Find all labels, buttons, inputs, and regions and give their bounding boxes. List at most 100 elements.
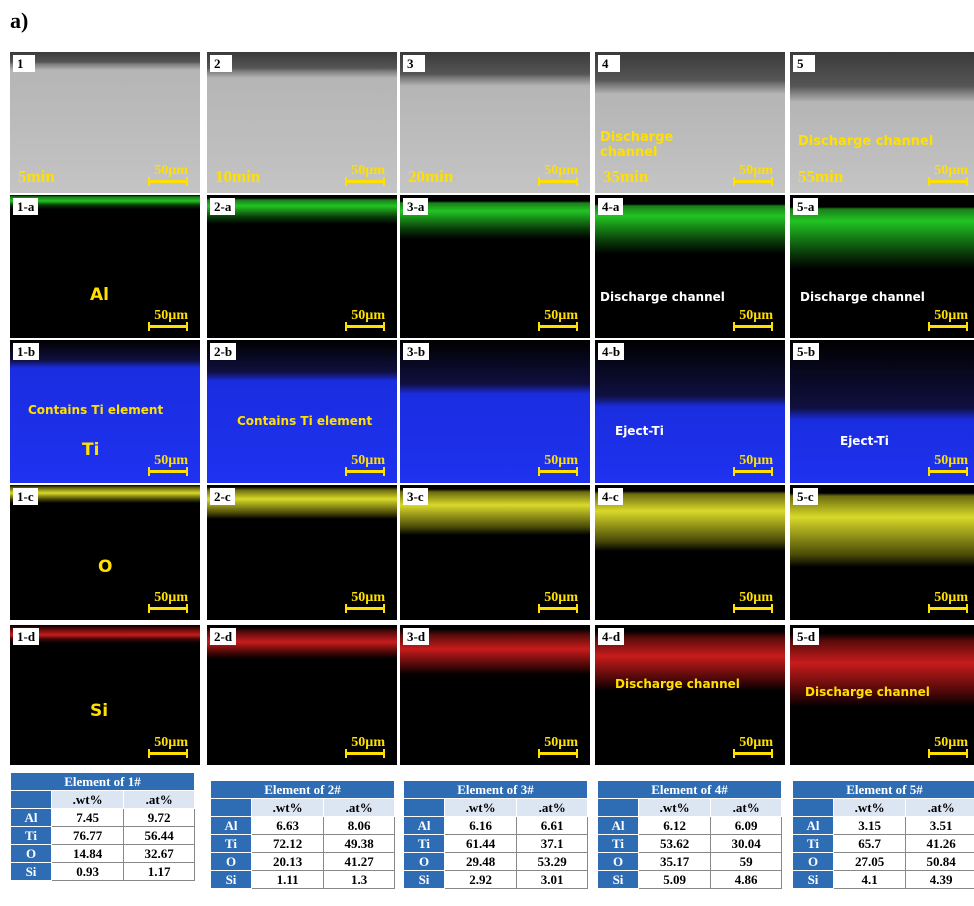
row-header: O xyxy=(211,853,252,871)
scale-bar xyxy=(928,180,968,183)
scale-label: 50µm xyxy=(351,590,385,606)
table-cell: 8.06 xyxy=(324,817,395,835)
table-title-row: Element of 1# xyxy=(11,773,195,791)
table-corner xyxy=(598,799,639,817)
table-corner xyxy=(211,799,252,817)
annotation: Discharge channel xyxy=(800,290,925,304)
scale-label: 50µm xyxy=(739,308,773,324)
table-cell: 9.72 xyxy=(124,809,195,827)
table-title: Element of 5# xyxy=(793,781,974,799)
scale-bar xyxy=(928,470,968,473)
column-header: .at% xyxy=(124,791,195,809)
table-cell: 35.17 xyxy=(639,853,711,871)
element-label: Al xyxy=(90,285,109,305)
element-label: O xyxy=(98,557,112,577)
table-cell: 6.61 xyxy=(517,817,588,835)
table-cell: 61.44 xyxy=(445,835,517,853)
figure-label: a) xyxy=(10,8,28,34)
table-title-row: Element of 4# xyxy=(598,781,782,799)
panel-label: 2-b xyxy=(210,343,236,360)
table-cell: 3.01 xyxy=(517,871,588,889)
column-header: .wt% xyxy=(639,799,711,817)
column-header: .wt% xyxy=(252,799,324,817)
table-cell: 27.05 xyxy=(834,853,906,871)
scale-label: 50µm xyxy=(351,453,385,469)
table-cell: 3.15 xyxy=(834,817,906,835)
scale-label: 50µm xyxy=(544,453,578,469)
scale-label: 50µm xyxy=(934,735,968,751)
table-title: Element of 3# xyxy=(404,781,588,799)
table-title-row: Element of 5# xyxy=(793,781,974,799)
panel-label: 5-b xyxy=(793,343,819,360)
scale-bar xyxy=(148,180,188,183)
scale-label: 50µm xyxy=(739,163,773,179)
panel-label: 2-d xyxy=(210,628,236,645)
column-header: .at% xyxy=(711,799,782,817)
row-header: Ti xyxy=(598,835,639,853)
row-header: Si xyxy=(793,871,834,889)
scale-bar xyxy=(538,470,578,473)
panel-label: 5-d xyxy=(793,628,819,645)
row-header: Ti xyxy=(211,835,252,853)
panel-label: 3-b xyxy=(403,343,429,360)
scale-bar xyxy=(928,607,968,610)
table-cell: 20.13 xyxy=(252,853,324,871)
scale-bar xyxy=(928,752,968,755)
table-cell: 65.7 xyxy=(834,835,906,853)
table-cell: 37.1 xyxy=(517,835,588,853)
row-header: Si xyxy=(211,871,252,889)
panel-label: 1 xyxy=(13,55,35,72)
table-cell: 4.39 xyxy=(906,871,974,889)
scale-bar xyxy=(538,607,578,610)
table-cell: 41.27 xyxy=(324,853,395,871)
scale-bar xyxy=(733,752,773,755)
panel-label: 4-d xyxy=(598,628,624,645)
table-cell: 59 xyxy=(711,853,782,871)
annotation: Discharge channel xyxy=(600,290,725,304)
table-cell: 7.45 xyxy=(52,809,124,827)
table-title-row: Element of 3# xyxy=(404,781,588,799)
scale-bar xyxy=(345,752,385,755)
scale-bar xyxy=(345,325,385,328)
eds-map: 3-b 50µm xyxy=(400,340,590,483)
scale-bar xyxy=(538,325,578,328)
table-title: Element of 1# xyxy=(11,773,195,791)
table-cell: 6.09 xyxy=(711,817,782,835)
table-cell: 53.29 xyxy=(517,853,588,871)
panel-label: 5-c xyxy=(793,488,818,505)
table-cell: 6.63 xyxy=(252,817,324,835)
table-cell: 0.93 xyxy=(52,863,124,881)
table-cell: 4.86 xyxy=(711,871,782,889)
row-header: Si xyxy=(598,871,639,889)
column-header: .at% xyxy=(517,799,588,817)
table-title: Element of 2# xyxy=(211,781,395,799)
table-cell: 72.12 xyxy=(252,835,324,853)
table-cell: 1.3 xyxy=(324,871,395,889)
scale-bar xyxy=(345,180,385,183)
panel-label: 4-c xyxy=(598,488,623,505)
panel-label: 4 xyxy=(598,55,620,72)
